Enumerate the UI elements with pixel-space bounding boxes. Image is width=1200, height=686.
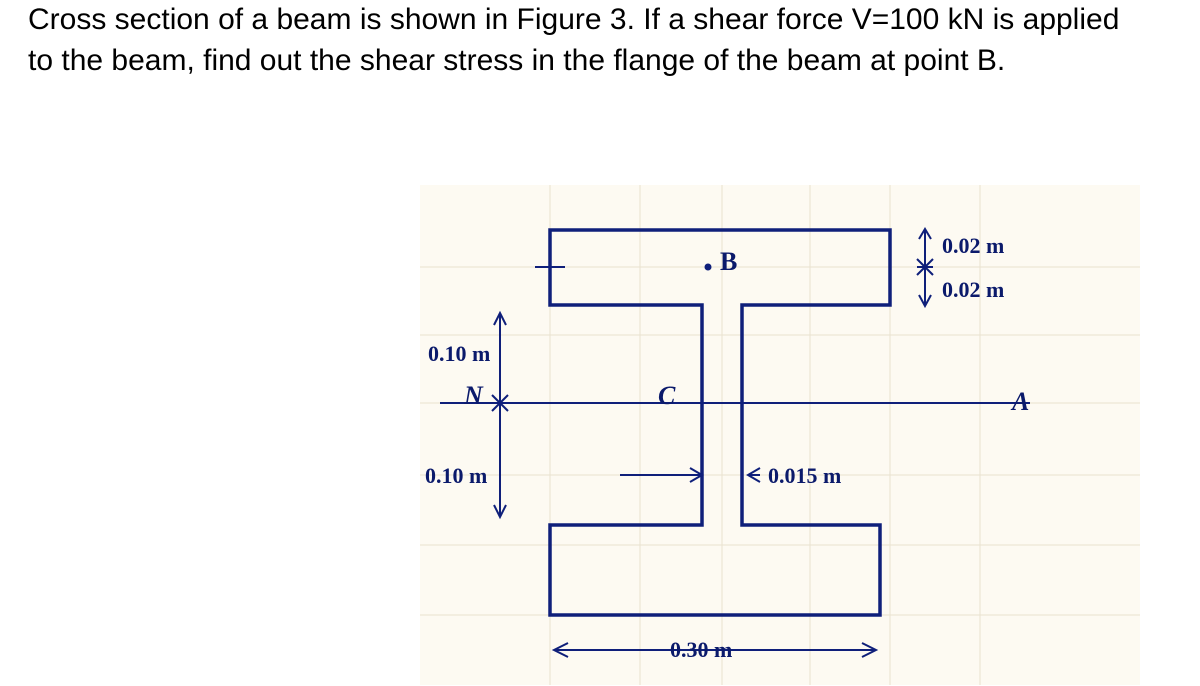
arrow-to-web-left: [620, 468, 702, 482]
label-neutral-axis: N: [464, 381, 483, 411]
dim-label-lower-left: 0.10 m: [425, 463, 487, 489]
figure-panel: B C N A 0.10 m 0.10 m 0.02 m 0.02 m 0.01…: [420, 185, 1140, 685]
dim-label-web: 0.015 m: [768, 463, 841, 489]
i-section-outline: [550, 230, 890, 615]
dim-label-upper-left: 0.10 m: [428, 341, 490, 367]
label-point-c: C: [658, 381, 675, 411]
dim-label-top-right-1: 0.02 m: [942, 233, 1004, 259]
problem-statement: Cross section of a beam is shown in Figu…: [28, 0, 1148, 81]
label-point-a: A: [1012, 387, 1029, 417]
dim-top-right-lower: [919, 267, 931, 306]
arrow-to-web-right: [742, 465, 760, 485]
cross-section-drawing: [420, 185, 1140, 685]
dim-label-top-right-2: 0.02 m: [942, 277, 1004, 303]
label-point-b: B: [720, 247, 737, 277]
point-b-marker: [705, 264, 712, 271]
dim-label-bottom: 0.30 m: [670, 637, 732, 663]
dim-upper-left: [492, 313, 508, 403]
dim-lower-left: [492, 403, 508, 517]
